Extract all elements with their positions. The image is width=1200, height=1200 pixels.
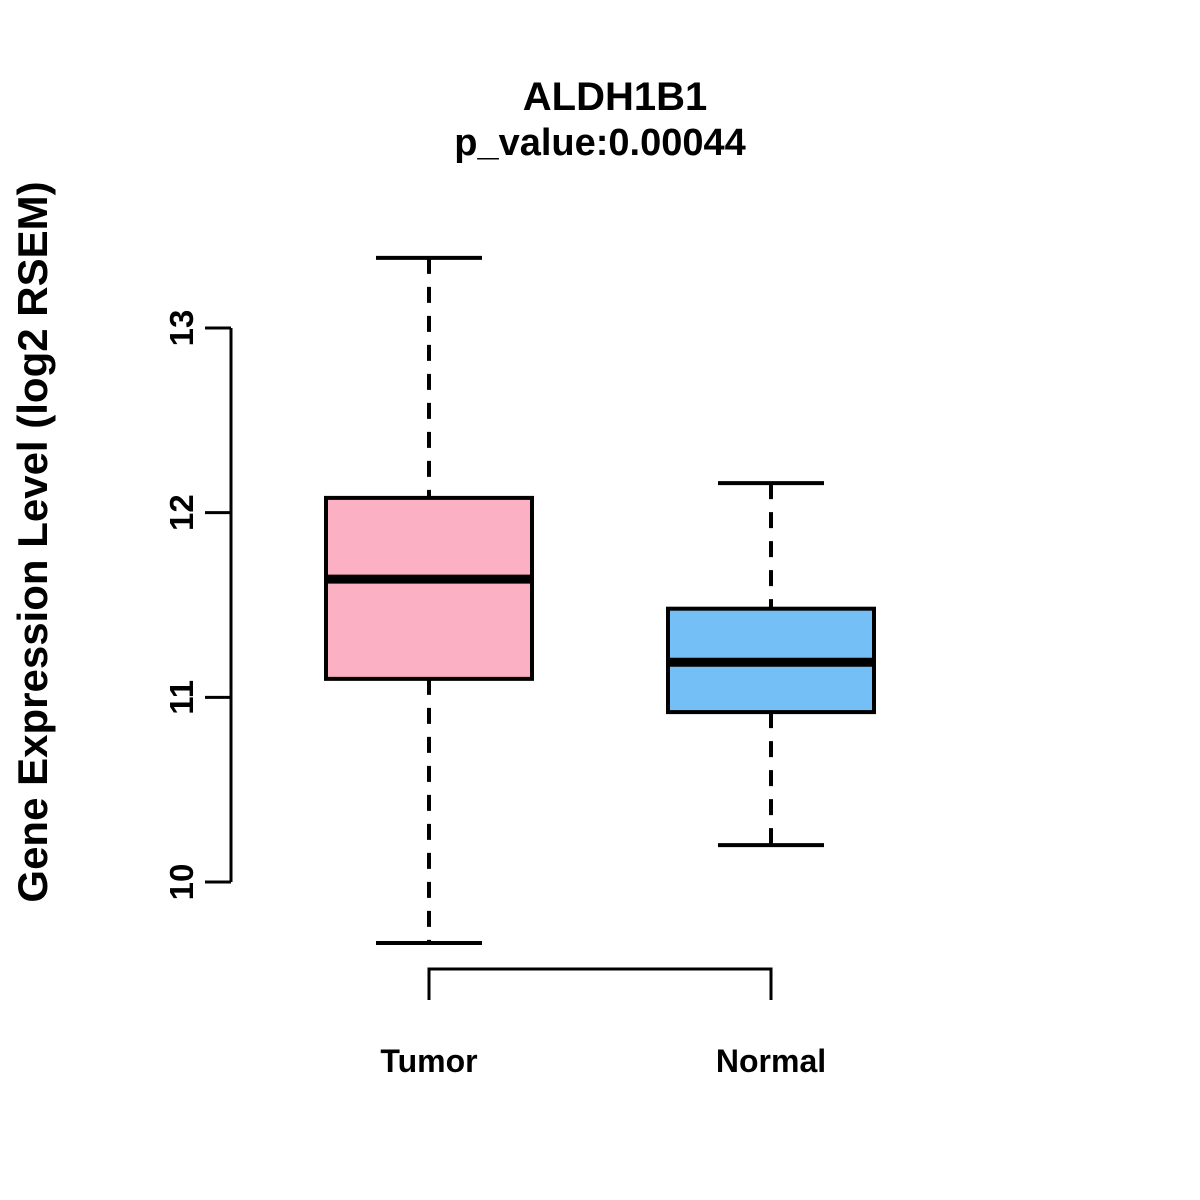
y-tick-label: 12 — [163, 494, 200, 531]
y-tick-label: 11 — [163, 680, 200, 715]
x-axis-bracket — [427, 967, 773, 1000]
y-tick-label: 13 — [163, 310, 200, 347]
chart-subtitle: p_value:0.00044 — [454, 122, 746, 164]
category-label-tumor: Tumor — [380, 1043, 477, 1079]
chart-title: ALDH1B1 — [522, 75, 708, 119]
y-tick-label: 10 — [163, 864, 200, 901]
tumor-box — [324, 495, 534, 681]
category-label-normal: Normal — [716, 1043, 826, 1079]
